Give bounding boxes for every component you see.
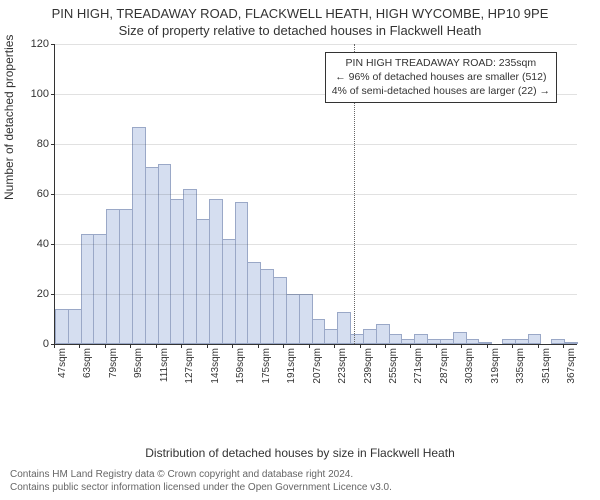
histogram-bar: [55, 309, 69, 344]
x-axis-ticks: 47sqm 63sqm 79sqm 95sqm 111sqm 127sqm 143sqm 15…: [54, 344, 576, 384]
histogram-bar: [93, 234, 107, 344]
y-tick-label: 80: [37, 138, 49, 150]
chart-area: 020406080100120 PIN HIGH TREADAWAY ROAD:…: [54, 44, 576, 384]
histogram-bar: [363, 329, 377, 344]
histogram-bar: [312, 319, 326, 344]
histogram-bar: [183, 189, 197, 344]
plot-area: 020406080100120 PIN HIGH TREADAWAY ROAD:…: [54, 44, 577, 345]
histogram-bar: [247, 262, 261, 345]
x-tick-label: 143sqm: [210, 348, 221, 384]
x-tick-label: 303sqm: [464, 348, 475, 384]
x-tick-label: 271sqm: [413, 348, 424, 384]
x-tick-label: 335sqm: [515, 348, 526, 384]
histogram-bar: [414, 334, 428, 344]
x-tick-label: 255sqm: [388, 348, 399, 384]
gridline: [55, 144, 577, 145]
footer-line2: Contains public sector information licen…: [10, 481, 590, 494]
histogram-bar: [119, 209, 133, 344]
x-axis-label: Distribution of detached houses by size …: [0, 446, 600, 460]
histogram-bar: [81, 234, 95, 344]
y-tick-label: 100: [31, 88, 49, 100]
x-tick-label: 367sqm: [566, 348, 577, 384]
x-tick-label: 223sqm: [337, 348, 348, 384]
histogram-bar: [389, 334, 403, 344]
y-tick-label: 40: [37, 238, 49, 250]
x-tick-label: 159sqm: [235, 348, 246, 384]
histogram-bar: [299, 294, 313, 344]
x-tick-label: 319sqm: [490, 348, 501, 384]
histogram-bar: [324, 329, 338, 344]
histogram-bar: [528, 334, 542, 344]
x-tick-label: 63sqm: [82, 348, 93, 378]
histogram-bar: [235, 202, 249, 345]
histogram-bar: [273, 277, 287, 345]
chart-title-address: PIN HIGH, TREADAWAY ROAD, FLACKWELL HEAT…: [0, 0, 600, 21]
histogram-bar: [106, 209, 120, 344]
x-tick-label: 111sqm: [159, 348, 170, 382]
histogram-bar: [209, 199, 223, 344]
histogram-bar: [350, 334, 364, 344]
x-tick-label: 287sqm: [439, 348, 450, 384]
x-tick-label: 239sqm: [363, 348, 374, 384]
y-axis-label: Number of detached properties: [2, 35, 16, 200]
x-tick-label: 47sqm: [57, 348, 68, 378]
gridline: [55, 44, 577, 45]
x-tick-label: 79sqm: [108, 348, 119, 378]
x-tick-label: 127sqm: [184, 348, 195, 384]
x-tick-label: 95sqm: [133, 348, 144, 378]
gridline: [55, 294, 577, 295]
histogram-bar: [376, 324, 390, 344]
histogram-bar: [170, 199, 184, 344]
histogram-bar: [68, 309, 82, 344]
y-tick-label: 0: [43, 338, 49, 350]
annotation-title: PIN HIGH TREADAWAY ROAD: 235sqm: [332, 56, 550, 70]
histogram-bar: [196, 219, 210, 344]
annotation-smaller: ← 96% of detached houses are smaller (51…: [332, 70, 550, 84]
x-tick-label: 175sqm: [261, 348, 272, 384]
histogram-bar: [286, 294, 300, 344]
annotation-box: PIN HIGH TREADAWAY ROAD: 235sqm ← 96% of…: [325, 52, 557, 103]
gridline: [55, 194, 577, 195]
y-tick-label: 120: [31, 38, 49, 50]
histogram-bar: [337, 312, 351, 345]
histogram-bar: [158, 164, 172, 344]
histogram-bar: [453, 332, 467, 345]
chart-subtitle: Size of property relative to detached ho…: [0, 21, 600, 38]
x-tick-label: 351sqm: [541, 348, 552, 384]
x-tick-label: 207sqm: [312, 348, 323, 384]
y-tick-label: 20: [37, 288, 49, 300]
gridline: [55, 244, 577, 245]
annotation-larger: 4% of semi-detached houses are larger (2…: [332, 84, 550, 98]
footer-credits: Contains HM Land Registry data © Crown c…: [10, 468, 590, 494]
x-tick-label: 191sqm: [286, 348, 297, 384]
histogram-bar: [222, 239, 236, 344]
footer-line1: Contains HM Land Registry data © Crown c…: [10, 468, 590, 481]
y-tick-label: 60: [37, 188, 49, 200]
histogram-bar: [260, 269, 274, 344]
histogram-bar: [132, 127, 146, 345]
